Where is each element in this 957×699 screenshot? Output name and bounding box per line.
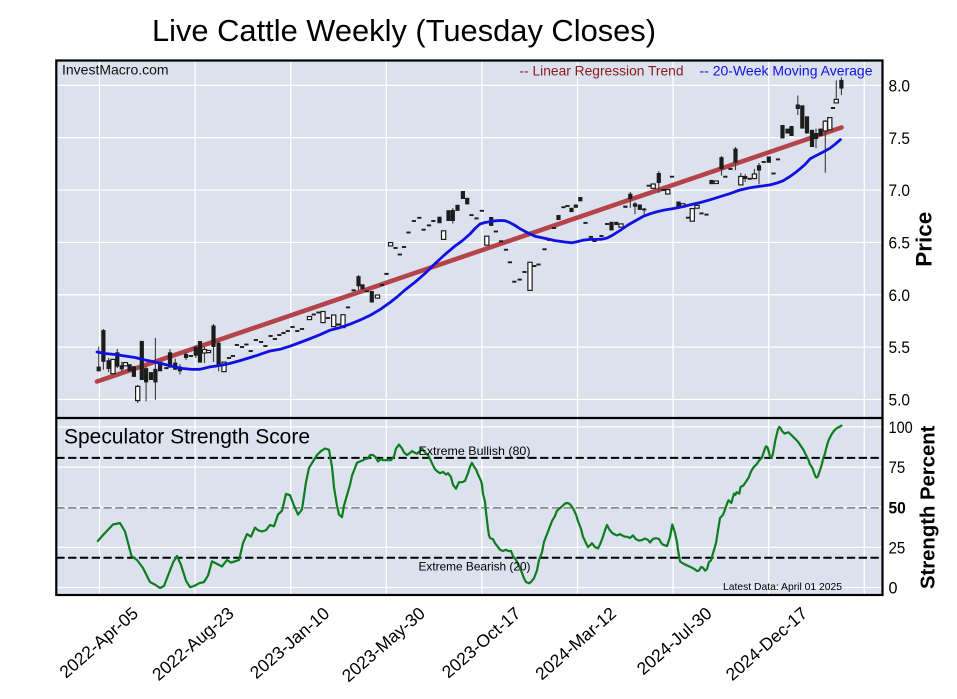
svg-text:6.5: 6.5	[889, 234, 911, 253]
svg-text:Speculator Strength Score: Speculator Strength Score	[64, 426, 310, 449]
svg-text:-- Linear Regression Trend: -- Linear Regression Trend	[520, 63, 684, 79]
svg-text:Price: Price	[912, 212, 937, 267]
svg-text:Strength Percent: Strength Percent	[918, 425, 940, 589]
svg-text:7.0: 7.0	[889, 181, 911, 200]
svg-text:75: 75	[889, 458, 906, 477]
svg-text:25: 25	[889, 539, 906, 558]
svg-text:Live Cattle Weekly (Tuesday Cl: Live Cattle Weekly (Tuesday Closes)	[152, 14, 656, 48]
svg-text:6.0: 6.0	[889, 286, 911, 305]
svg-text:5.5: 5.5	[889, 338, 911, 357]
svg-text:7.5: 7.5	[889, 129, 911, 148]
svg-text:Latest Data: April 01 2025: Latest Data: April 01 2025	[723, 581, 842, 593]
svg-text:5.0: 5.0	[889, 391, 911, 410]
svg-text:50: 50	[889, 498, 906, 517]
svg-text:0: 0	[889, 579, 898, 598]
svg-text:8.0: 8.0	[889, 77, 911, 96]
svg-text:Extreme Bullish (80): Extreme Bullish (80)	[419, 444, 531, 458]
svg-text:InvestMacro.com: InvestMacro.com	[62, 62, 169, 78]
svg-text:-- 20-Week Moving Average: -- 20-Week Moving Average	[700, 63, 873, 79]
svg-text:100: 100	[889, 418, 913, 437]
svg-text:Extreme Bearish (20): Extreme Bearish (20)	[419, 560, 531, 574]
